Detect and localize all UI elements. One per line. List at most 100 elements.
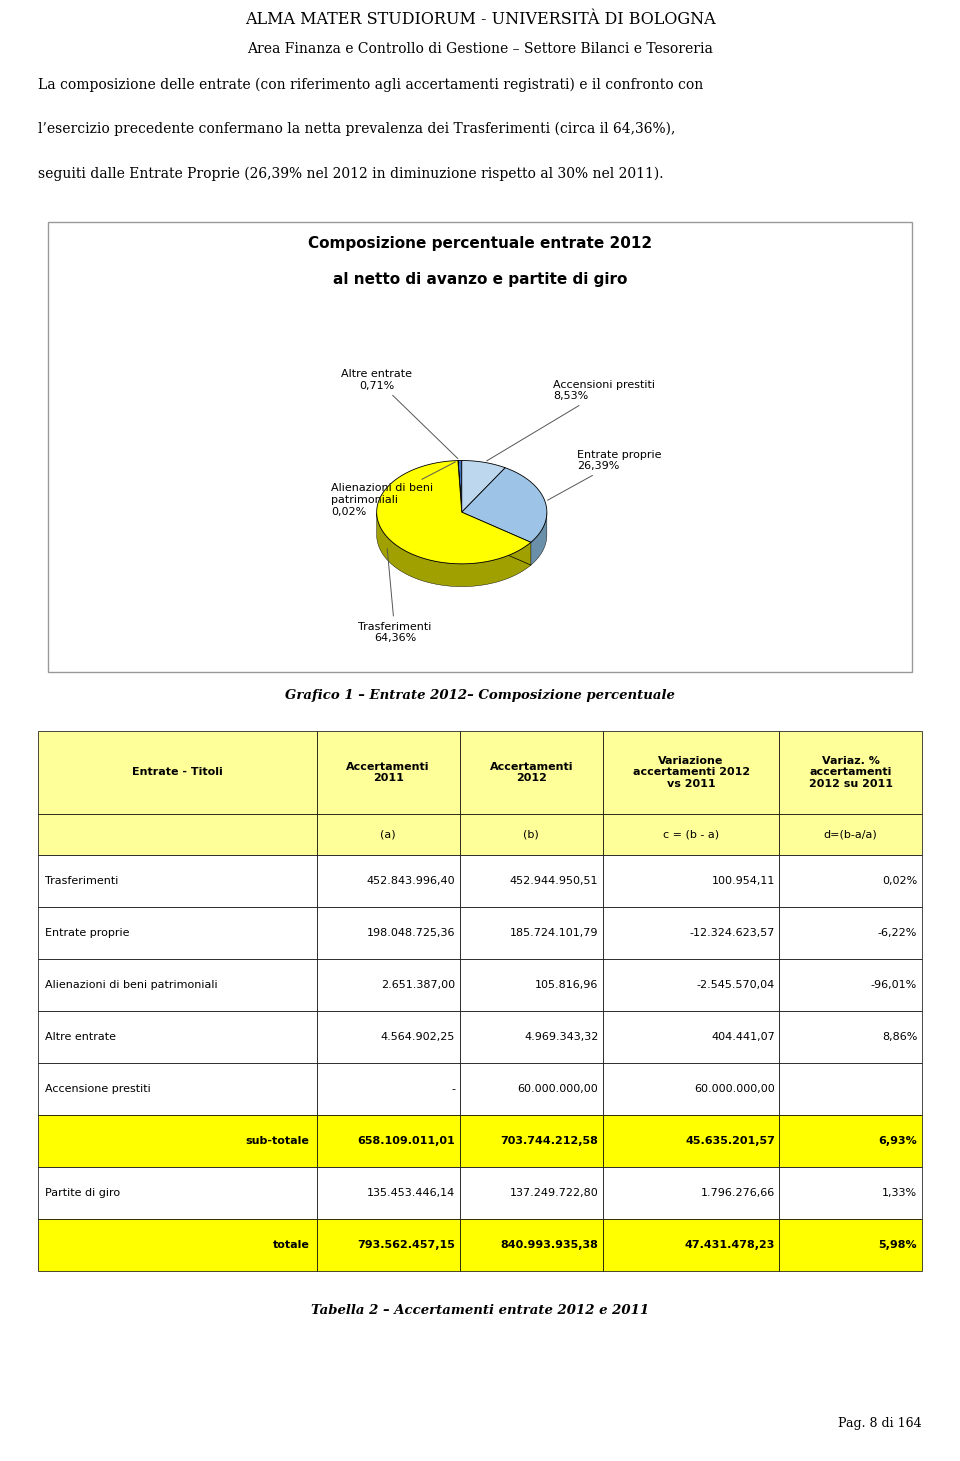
Text: 1.796.276,66: 1.796.276,66 bbox=[701, 1188, 775, 1198]
Bar bbox=[317, 1167, 460, 1218]
Bar bbox=[317, 907, 460, 958]
Bar bbox=[780, 855, 922, 907]
Bar bbox=[38, 1115, 317, 1167]
Bar bbox=[780, 1011, 922, 1064]
Bar bbox=[317, 1011, 460, 1064]
Bar bbox=[460, 814, 603, 855]
Text: 452.944.950,51: 452.944.950,51 bbox=[510, 875, 598, 885]
Text: Tabella 2 – Accertamenti entrate 2012 e 2011: Tabella 2 – Accertamenti entrate 2012 e … bbox=[311, 1305, 649, 1316]
Text: 198.048.725,36: 198.048.725,36 bbox=[367, 928, 455, 938]
Text: al netto di avanzo e partite di giro: al netto di avanzo e partite di giro bbox=[333, 272, 627, 286]
Bar bbox=[38, 958, 317, 1011]
Text: 8,86%: 8,86% bbox=[882, 1031, 917, 1042]
Text: Entrate proprie
26,39%: Entrate proprie 26,39% bbox=[547, 450, 661, 500]
Text: 5,98%: 5,98% bbox=[878, 1240, 917, 1251]
Bar bbox=[603, 855, 780, 907]
Polygon shape bbox=[458, 460, 462, 513]
Text: 840.993.935,38: 840.993.935,38 bbox=[500, 1240, 598, 1251]
Text: Partite di giro: Partite di giro bbox=[45, 1188, 121, 1198]
Bar bbox=[780, 958, 922, 1011]
Polygon shape bbox=[458, 460, 462, 513]
Text: 45.635.201,57: 45.635.201,57 bbox=[685, 1137, 775, 1145]
Text: Composizione percentuale entrate 2012: Composizione percentuale entrate 2012 bbox=[308, 235, 652, 251]
Text: 452.843.996,40: 452.843.996,40 bbox=[367, 875, 455, 885]
Text: ALMA MATER STUDIORUM - UNIVERSITÀ DI BOLOGNA: ALMA MATER STUDIORUM - UNIVERSITÀ DI BOL… bbox=[245, 10, 715, 28]
Bar bbox=[603, 1011, 780, 1064]
Bar bbox=[317, 730, 460, 814]
Text: Pag. 8 di 164: Pag. 8 di 164 bbox=[838, 1417, 922, 1430]
Text: Variazione
accertamenti 2012
vs 2011: Variazione accertamenti 2012 vs 2011 bbox=[633, 755, 750, 789]
Bar bbox=[460, 1167, 603, 1218]
Bar bbox=[38, 814, 317, 855]
Text: c = (b - a): c = (b - a) bbox=[663, 830, 719, 840]
Bar bbox=[317, 1064, 460, 1115]
Text: Entrate - Titoli: Entrate - Titoli bbox=[132, 767, 223, 777]
Bar bbox=[603, 730, 780, 814]
Bar bbox=[460, 1064, 603, 1115]
Bar bbox=[317, 958, 460, 1011]
Text: La composizione delle entrate (con riferimento agli accertamenti registrati) e i: La composizione delle entrate (con rifer… bbox=[38, 77, 704, 92]
Text: 793.562.457,15: 793.562.457,15 bbox=[357, 1240, 455, 1251]
Bar bbox=[317, 814, 460, 855]
Bar bbox=[460, 958, 603, 1011]
Text: 2.651.387,00: 2.651.387,00 bbox=[381, 980, 455, 991]
Text: (b): (b) bbox=[523, 830, 540, 840]
Text: Altre entrate
0,71%: Altre entrate 0,71% bbox=[341, 370, 458, 459]
Bar bbox=[317, 1115, 460, 1167]
Polygon shape bbox=[462, 460, 505, 513]
Text: 0,02%: 0,02% bbox=[882, 875, 917, 885]
Text: seguiti dalle Entrate Proprie (26,39% nel 2012 in diminuzione rispetto al 30% ne: seguiti dalle Entrate Proprie (26,39% ne… bbox=[38, 167, 664, 181]
Text: -12.324.623,57: -12.324.623,57 bbox=[689, 928, 775, 938]
Bar bbox=[38, 1218, 317, 1271]
Text: 185.724.101,79: 185.724.101,79 bbox=[510, 928, 598, 938]
Text: Trasferimenti
64,36%: Trasferimenti 64,36% bbox=[358, 549, 432, 643]
Text: 100.954,11: 100.954,11 bbox=[711, 875, 775, 885]
Bar bbox=[780, 814, 922, 855]
Text: Altre entrate: Altre entrate bbox=[45, 1031, 116, 1042]
Text: 47.431.478,23: 47.431.478,23 bbox=[684, 1240, 775, 1251]
Bar bbox=[460, 1218, 603, 1271]
Text: Variaz. %
accertamenti
2012 su 2011: Variaz. % accertamenti 2012 su 2011 bbox=[808, 755, 893, 789]
Text: -: - bbox=[451, 1084, 455, 1094]
Text: Alienazioni di beni
patrimoniali
0,02%: Alienazioni di beni patrimoniali 0,02% bbox=[331, 462, 455, 517]
Text: 105.816,96: 105.816,96 bbox=[535, 980, 598, 991]
Bar bbox=[38, 730, 317, 814]
Text: sub-totale: sub-totale bbox=[246, 1137, 309, 1145]
Bar bbox=[38, 907, 317, 958]
Text: Grafico 1 – Entrate 2012– Composizione percentuale: Grafico 1 – Entrate 2012– Composizione p… bbox=[285, 690, 675, 701]
Text: 60.000.000,00: 60.000.000,00 bbox=[694, 1084, 775, 1094]
Text: Accertamenti
2011: Accertamenti 2011 bbox=[347, 761, 430, 783]
Bar bbox=[460, 730, 603, 814]
Bar bbox=[38, 1011, 317, 1064]
Text: 4.969.343,32: 4.969.343,32 bbox=[524, 1031, 598, 1042]
Text: Alienazioni di beni patrimoniali: Alienazioni di beni patrimoniali bbox=[45, 980, 218, 991]
Bar bbox=[780, 1115, 922, 1167]
Bar bbox=[603, 1115, 780, 1167]
Text: -96,01%: -96,01% bbox=[871, 980, 917, 991]
Text: Accensioni prestiti
8,53%: Accensioni prestiti 8,53% bbox=[487, 380, 655, 460]
Bar bbox=[780, 730, 922, 814]
Text: 1,33%: 1,33% bbox=[882, 1188, 917, 1198]
Text: 6,93%: 6,93% bbox=[878, 1137, 917, 1145]
Polygon shape bbox=[531, 513, 547, 565]
Bar bbox=[460, 907, 603, 958]
Bar bbox=[38, 1064, 317, 1115]
Text: Accensione prestiti: Accensione prestiti bbox=[45, 1084, 152, 1094]
Bar bbox=[460, 855, 603, 907]
Text: 658.109.011,01: 658.109.011,01 bbox=[357, 1137, 455, 1145]
Bar bbox=[780, 907, 922, 958]
Bar bbox=[780, 1167, 922, 1218]
Text: -6,22%: -6,22% bbox=[877, 928, 917, 938]
Bar bbox=[38, 1167, 317, 1218]
Polygon shape bbox=[462, 468, 547, 542]
Text: 404.441,07: 404.441,07 bbox=[711, 1031, 775, 1042]
Polygon shape bbox=[376, 513, 531, 587]
Text: totale: totale bbox=[273, 1240, 309, 1251]
Text: Entrate proprie: Entrate proprie bbox=[45, 928, 130, 938]
Text: Trasferimenti: Trasferimenti bbox=[45, 875, 119, 885]
Bar bbox=[603, 907, 780, 958]
Bar bbox=[603, 1064, 780, 1115]
Text: 60.000.000,00: 60.000.000,00 bbox=[517, 1084, 598, 1094]
Text: Accertamenti
2012: Accertamenti 2012 bbox=[490, 761, 573, 783]
Bar bbox=[780, 1218, 922, 1271]
